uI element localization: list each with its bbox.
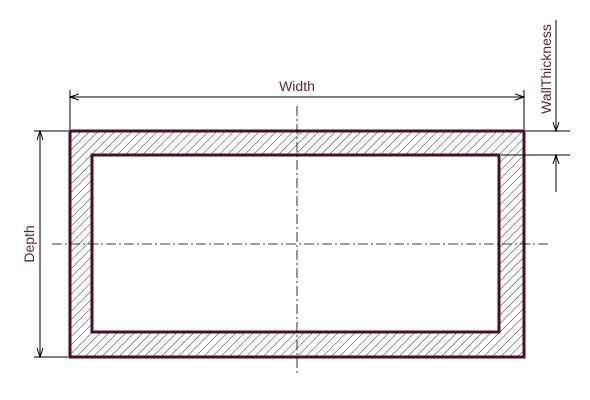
inner-boundary bbox=[90, 153, 501, 334]
depth-label: Depth bbox=[21, 225, 37, 262]
wall-thickness-label: WallThickness bbox=[538, 24, 554, 114]
depth-dimension: Depth bbox=[21, 131, 68, 357]
width-dimension: Width bbox=[70, 78, 524, 129]
width-label: Width bbox=[279, 78, 315, 94]
wall-thickness-dimension: WallThickness bbox=[501, 20, 570, 192]
